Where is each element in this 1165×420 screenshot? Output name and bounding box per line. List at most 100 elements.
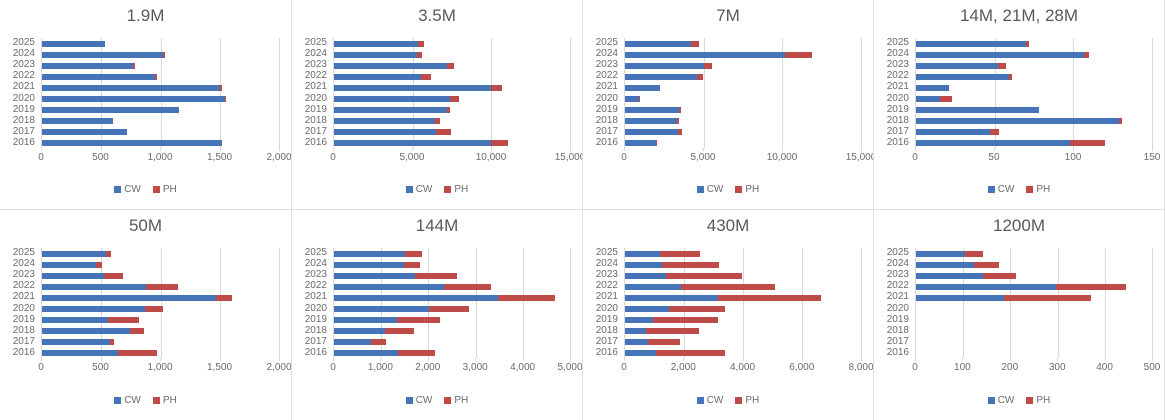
chart-title: 3.5M [418,6,456,25]
bar-segment-cw [334,305,430,312]
bar-row [42,294,233,301]
bar-segment-cw [916,139,1071,146]
legend-item-cw[interactable]: CW [696,184,723,195]
legend-swatch-icon [696,186,704,193]
bar-row [625,305,726,312]
chart-title: 14M, 21M, 28M [959,6,1079,25]
y-axis-tick-label: 2018 [595,324,618,336]
x-axis-tick-label: 4,000 [510,362,536,373]
y-axis-tick-label: 2019 [12,103,35,115]
gridline [412,38,414,148]
y-axis-labels: 2025 2024 2023 2022 2021 2020 2019 2018 2017 2016 [292,248,330,358]
y-axis-tick-label: 2018 [12,114,35,126]
bar-row [334,73,431,80]
bar-segment-ph [645,327,699,334]
legend-item-ph[interactable]: PH [444,395,468,406]
bar-segment-cw [916,106,1039,113]
legend-item-cw[interactable]: CW [405,395,432,406]
bar-segment-cw [334,40,419,47]
legend-item-cw[interactable]: CW [114,395,141,406]
plot-wrap: 2025 2024 2023 2022 2021 2020 2019 2018 2017 2016… [874,38,1164,164]
bar-row [916,283,1126,290]
bar-segment-ph [703,62,713,69]
x-axis-tick-label: 5,000 [557,362,583,373]
x-axis-tick-mark [333,358,334,361]
y-axis-labels: 2025 2024 2023 2022 2021 2020 2019 2018 2017 2016 [583,248,621,358]
x-axis: 0 2,000 4,000 6,000 8,000 [621,358,873,378]
bar-row [42,283,178,290]
bar-segment-ph [1026,40,1030,47]
legend-item-cw[interactable]: CW [114,184,141,195]
bar-segment-cw [42,349,118,356]
legend-label: PH [454,395,469,406]
gridline [703,38,705,148]
y-axis-tick-label: 2023 [886,59,909,71]
legend-item-cw[interactable]: CW [987,184,1014,195]
gridline [160,38,162,148]
bar-row [916,84,950,91]
bar-segment-cw [916,40,1027,47]
bar-row [334,95,460,102]
legend-item-ph[interactable]: PH [1026,184,1050,195]
bar-row [334,305,469,312]
y-axis-tick-label: 2019 [886,103,909,115]
bar-segment-ph [133,62,135,69]
bar-segment-ph [219,84,222,91]
legend-label: PH [745,395,760,406]
y-axis-tick-label: 2016 [12,136,35,148]
bar-segment-ph [678,128,683,135]
legend-item-ph[interactable]: PH [735,395,759,406]
x-axis-tick-mark [1009,358,1011,361]
bar-segment-cw [625,84,661,91]
bar-segment-cw [334,73,422,80]
bar-segment-cw [334,261,404,268]
x-axis-tick-mark [962,358,964,361]
legend-swatch-icon [152,397,160,404]
bar-row [625,128,683,135]
bar-segment-cw [625,106,680,113]
legend-item-ph[interactable]: PH [1026,395,1050,406]
y-axis-tick-label: 2024 [12,258,35,270]
bar-segment-ph [154,73,157,80]
gridline [963,248,965,358]
bar-segment-cw [625,305,670,312]
legend-item-ph[interactable]: PH [152,184,177,195]
bar-segment-ph [982,272,1016,279]
y-axis-tick-label: 2025 [886,247,909,258]
x-axis-tick-mark [1152,358,1153,361]
y-axis-tick-label: 2024 [886,258,909,270]
y-axis-tick-label: 2016 [886,136,909,148]
bar-segment-ph [105,250,112,257]
bar-segment-ph [784,51,813,58]
x-axis-tick-mark [490,148,492,151]
legend-item-ph[interactable]: PH [444,184,468,195]
x-axis-tick-mark [993,148,995,151]
x-axis-tick-mark [475,358,477,361]
bar-row [334,261,420,268]
bar-segment-cw [625,95,640,102]
bar-segment-cw [916,95,940,102]
y-axis-tick-label: 2016 [595,136,618,148]
chart-legend: CW PH [292,395,582,406]
plot-wrap: 2025 2024 2023 2022 2021 2020 2019 2018 2017 2016… [0,248,291,374]
legend-item-cw[interactable]: CW [987,395,1014,406]
x-axis-tick-mark [915,358,916,361]
y-axis-tick-label: 2019 [595,103,618,115]
bar-segment-cw [334,106,448,113]
y-axis-tick-label: 2020 [304,302,327,314]
chart-legend: CW PH [0,184,291,195]
legend-item-ph[interactable]: PH [735,184,759,195]
bar-segment-cw [334,294,499,301]
bar-segment-cw [42,305,146,312]
legend-item-cw[interactable]: CW [405,184,432,195]
bar-segment-cw [42,62,134,69]
bar-segment-cw [334,338,372,345]
bar-segment-ph [397,349,435,356]
bar-segment-cw [625,62,704,69]
bar-segment-cw [625,73,697,80]
y-axis-tick-label: 2023 [304,59,327,71]
legend-item-ph[interactable]: PH [152,395,177,406]
legend-item-cw[interactable]: CW [696,395,723,406]
legend-swatch-icon [405,186,413,193]
bar-segment-ph [661,261,720,268]
